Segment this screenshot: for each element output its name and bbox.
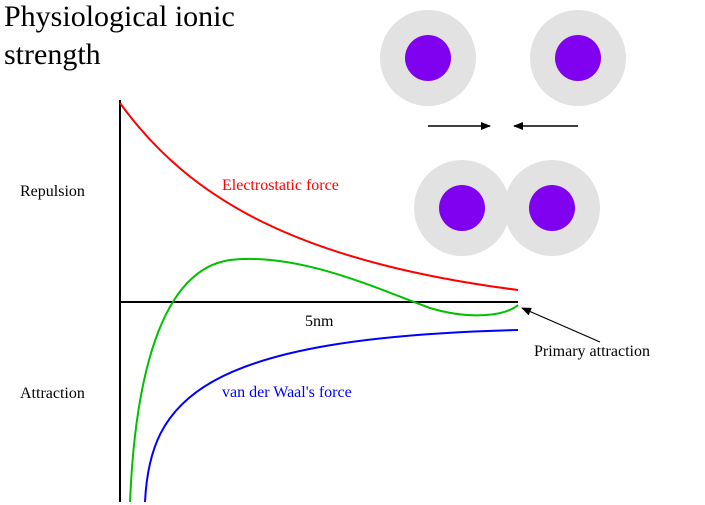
curve-label: Electrostatic force xyxy=(222,177,339,194)
curve-label: van der Waal's force xyxy=(222,384,352,401)
net-curve xyxy=(130,259,518,502)
x-label: 5nm xyxy=(305,313,334,330)
y-label: Repulsion xyxy=(20,183,85,200)
annotation-arrow xyxy=(522,308,600,342)
particles xyxy=(380,10,626,256)
annotation: Primary attraction xyxy=(534,343,650,360)
title-line: strength xyxy=(4,38,101,71)
diagram: Physiological ionic strength Repulsion A… xyxy=(0,0,705,505)
vdw-curve xyxy=(145,330,518,502)
title-line: Physiological ionic xyxy=(4,0,235,33)
y-label: Attraction xyxy=(20,385,85,402)
